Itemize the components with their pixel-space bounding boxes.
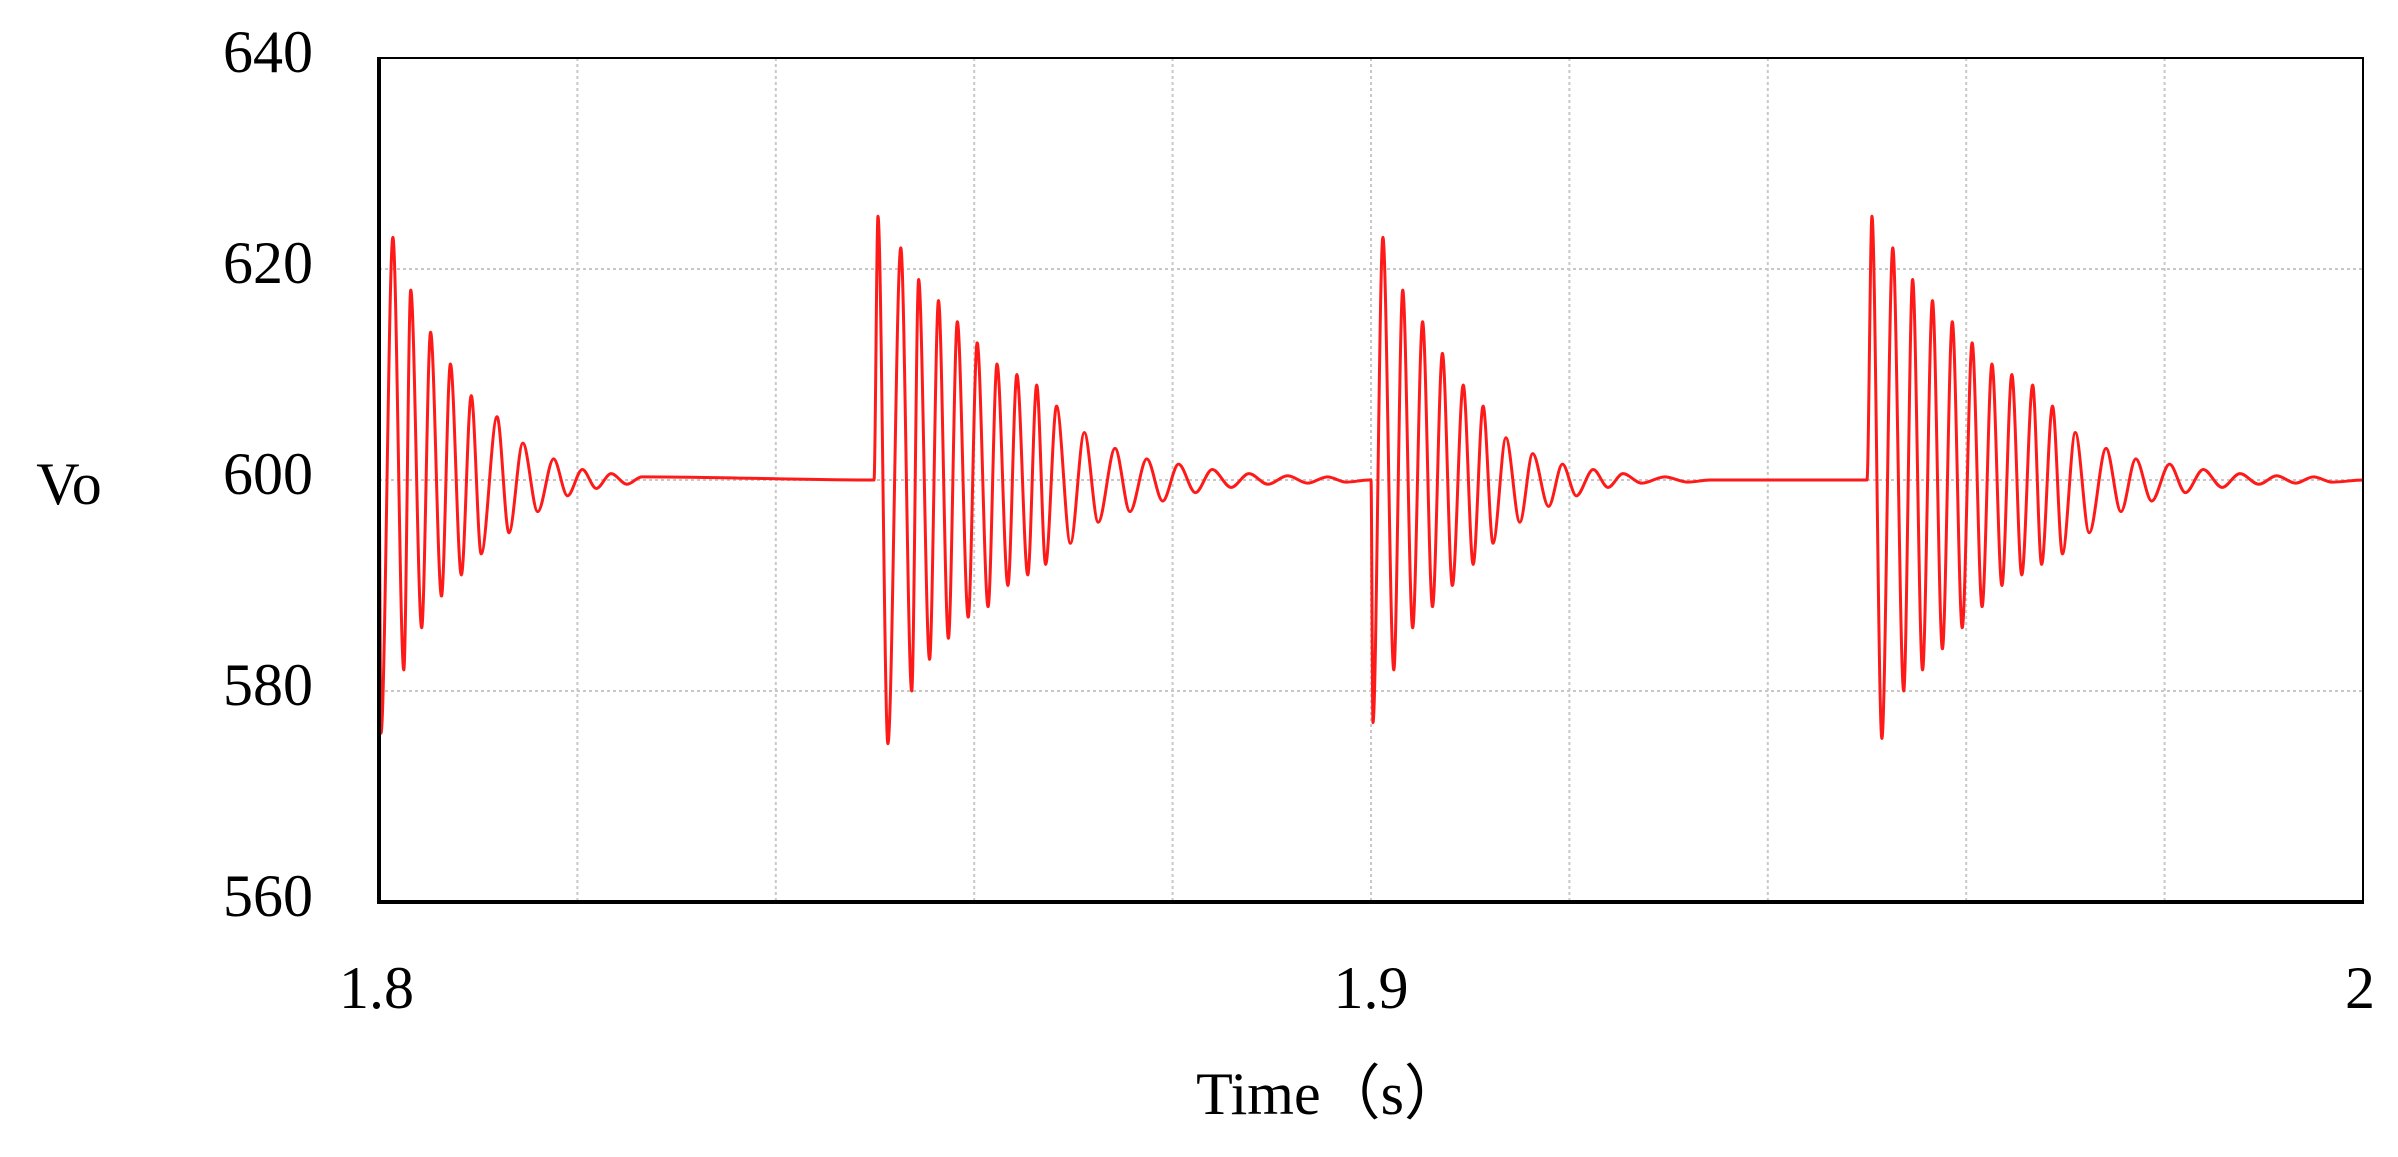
y-axis-label: Vo (36, 451, 102, 517)
x-tick-label: 1.9 (1334, 955, 1409, 1021)
x-tick-label: 1.8 (339, 955, 414, 1021)
y-tick-label: 600 (223, 441, 313, 507)
x-tick-label: 2 (2345, 955, 2375, 1021)
y-tick-label: 560 (223, 863, 313, 929)
y-tick-label: 620 (223, 230, 313, 296)
y-tick-label: 640 (223, 19, 313, 85)
y-tick-label: 580 (223, 652, 313, 718)
x-axis-label: Time（s） (1196, 1061, 1464, 1127)
data-line (377, 214, 2364, 746)
